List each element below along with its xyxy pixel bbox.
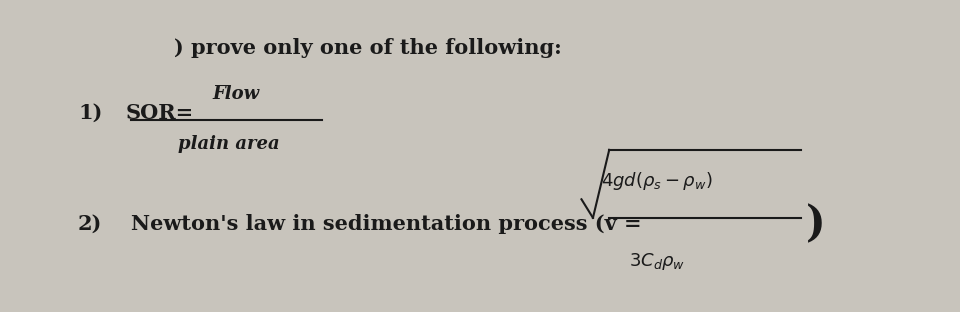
Text: 2): 2) — [78, 214, 103, 234]
Text: Newton's law in sedimentation process (v =: Newton's law in sedimentation process (v… — [131, 214, 641, 234]
Text: $4gd(\rho_s - \rho_w)$: $4gd(\rho_s - \rho_w)$ — [601, 170, 713, 192]
Text: 1): 1) — [78, 103, 103, 123]
Text: ) prove only one of the following:: ) prove only one of the following: — [174, 38, 562, 58]
Text: ): ) — [805, 203, 826, 245]
Text: $3C_d\rho_w$: $3C_d\rho_w$ — [629, 251, 685, 272]
Text: Flow: Flow — [212, 85, 259, 103]
Text: plain area: plain area — [179, 135, 280, 153]
Text: SOR=: SOR= — [126, 103, 194, 123]
